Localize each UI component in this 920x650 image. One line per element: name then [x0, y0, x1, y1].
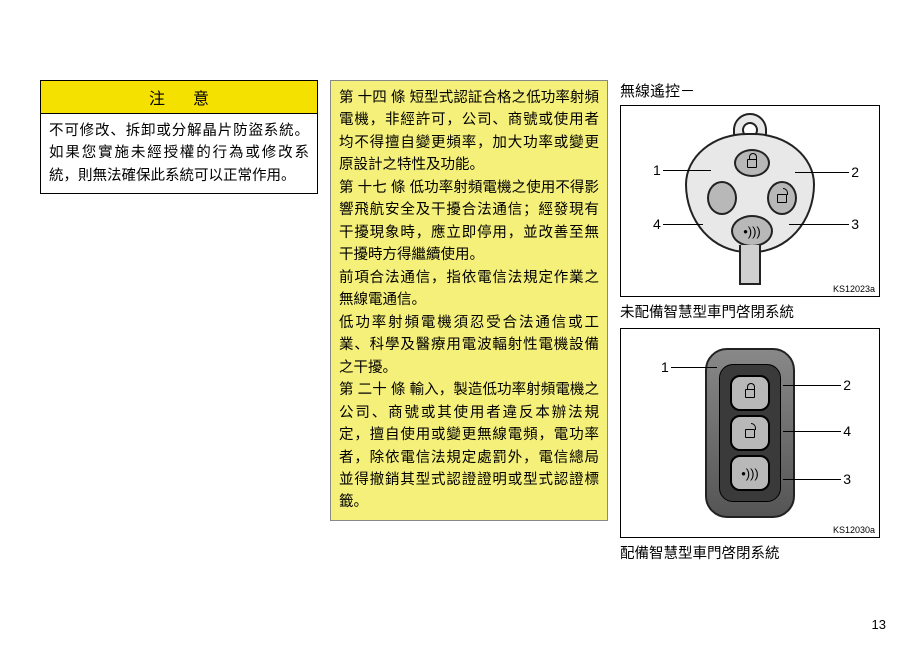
smart-remote-drawing: •))) — [705, 348, 795, 518]
callout-4: 4 — [653, 216, 661, 232]
page-columns: 注意 不可修改、拆卸或分解晶片防盜系統。如果您實施未經授權的行為或修改系統，則無… — [40, 80, 890, 569]
callout-2: 2 — [851, 164, 859, 180]
callout-2: 2 — [843, 377, 851, 393]
unlock-icon — [777, 194, 787, 203]
callout-3: 3 — [843, 471, 851, 487]
page-number: 13 — [872, 617, 886, 632]
caution-body: 不可修改、拆卸或分解晶片防盜系統。如果您實施未經授權的行為或修改系統，則無法確保… — [41, 114, 317, 193]
key-head: •))) — [685, 133, 815, 253]
caution-box: 注意 不可修改、拆卸或分解晶片防盜系統。如果您實施未經授權的行為或修改系統，則無… — [40, 80, 318, 194]
middle-column: 第 十四 條 短型式認証合格之低功率射頻電機，非經許可，公司、商號或使用者均不得… — [330, 80, 608, 521]
regulation-box: 第 十四 條 短型式認証合格之低功率射頻電機，非經許可，公司、商號或使用者均不得… — [330, 80, 608, 521]
callout-1: 1 — [661, 359, 669, 375]
leader-4 — [663, 224, 703, 225]
unlock-button — [767, 181, 797, 215]
sound-icon: •))) — [743, 225, 761, 238]
left-column: 注意 不可修改、拆卸或分解晶片防盜系統。如果您實施未經授權的行為或修改系統，則無… — [40, 80, 318, 194]
alarm-button: •))) — [731, 215, 773, 247]
figure-code-1: KS12023a — [833, 284, 875, 294]
callout-3: 3 — [851, 216, 859, 232]
lock-icon — [747, 159, 757, 168]
key-blade — [739, 245, 761, 285]
callout-1: 1 — [653, 162, 661, 178]
figure-code-2: KS12030a — [833, 525, 875, 535]
section-title: 無線遙控－ — [620, 80, 880, 101]
leader-1 — [663, 170, 711, 171]
leader-2 — [795, 172, 849, 173]
right-column: 無線遙控－ •))) 1 2 3 4 KS12023a — [620, 80, 880, 569]
unlock-icon — [745, 429, 755, 438]
figure-2-caption: 配備智慧型車門啓閉系統 — [620, 542, 880, 563]
leader-1 — [671, 367, 717, 368]
lock-button — [734, 149, 770, 177]
leader-4 — [783, 431, 841, 432]
leader-3 — [789, 224, 849, 225]
key-fob-drawing: •))) — [685, 133, 815, 253]
callout-4: 4 — [843, 423, 851, 439]
trunk-button — [707, 181, 737, 215]
remote-lock-button — [730, 375, 770, 411]
figure-key-fob: •))) 1 2 3 4 KS12023a — [620, 105, 880, 297]
figure-smart-remote: •))) 1 2 4 3 KS12030a — [620, 328, 880, 538]
remote-face: •))) — [719, 364, 781, 502]
leader-2 — [783, 385, 841, 386]
remote-unlock-button — [730, 415, 770, 451]
sound-icon: •))) — [741, 467, 759, 480]
caution-header: 注意 — [41, 81, 317, 114]
lock-icon — [745, 389, 755, 398]
figure-1-caption: 未配備智慧型車門啓閉系統 — [620, 301, 880, 322]
leader-3 — [783, 479, 841, 480]
remote-alarm-button: •))) — [730, 455, 770, 491]
